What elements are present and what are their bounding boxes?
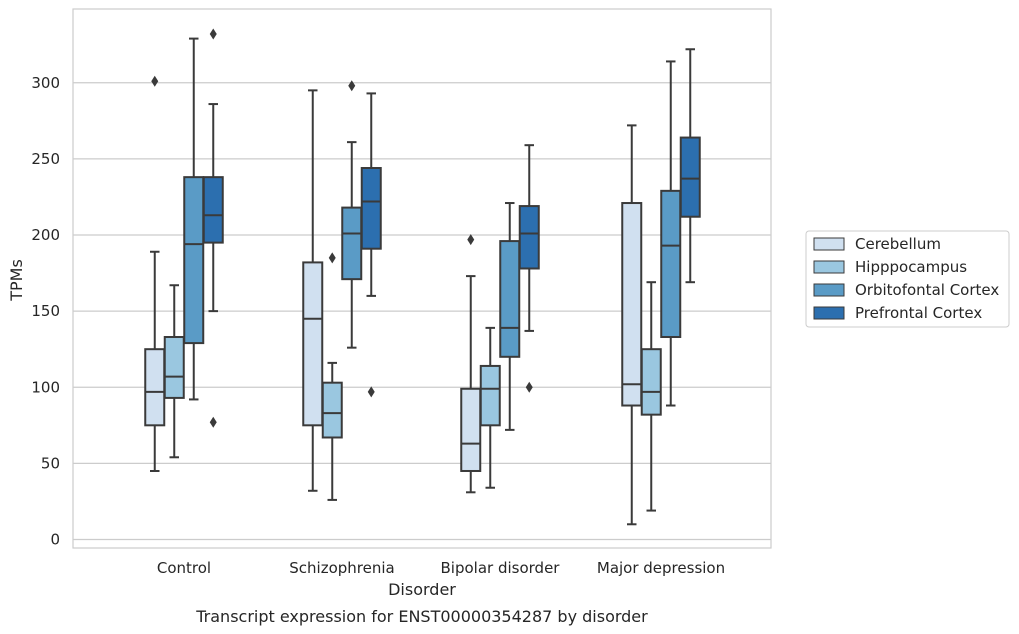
outlier-point <box>151 75 159 87</box>
iqr-box <box>640 348 662 416</box>
x-tick-label: Major depression <box>597 559 725 577</box>
box-hipppocampus <box>321 252 343 501</box>
y-tick-label: 250 <box>31 150 60 168</box>
iqr-box <box>499 240 521 358</box>
iqr-box <box>144 348 166 427</box>
y-tick-label: 300 <box>31 74 60 92</box>
y-tick-label: 150 <box>31 302 60 320</box>
figure-caption: Transcript expression for ENST0000035428… <box>195 607 648 626</box>
legend-swatch <box>813 283 845 297</box>
x-axis-label: Disorder <box>388 580 456 599</box>
box-orbitofontal-cortex <box>660 60 682 407</box>
outlier-point <box>467 234 475 246</box>
box-prefrontal-cortex <box>518 144 540 393</box>
outlier-point <box>525 381 533 393</box>
iqr-box <box>341 206 363 281</box>
box-orbitofontal-cortex <box>499 202 521 431</box>
box-hipppocampus <box>163 284 185 459</box>
iqr-box <box>679 136 701 218</box>
legend-frame <box>805 230 1010 328</box>
box-hipppocampus <box>479 326 501 489</box>
iqr-box <box>183 176 205 345</box>
iqr-box <box>302 261 324 427</box>
legend-item: Orbitofontal Cortex <box>813 281 999 299</box>
box-prefrontal-cortex <box>202 28 224 428</box>
legend-item: Hipppocampus <box>813 258 967 276</box>
box-cerebellum <box>302 89 324 492</box>
x-tick-label: Schizophrenia <box>289 559 394 577</box>
box-cerebellum <box>621 124 643 526</box>
box-prefrontal-cortex <box>679 48 701 284</box>
legend-swatch <box>813 237 845 251</box>
outlier-point <box>328 252 336 264</box>
outlier-point <box>209 28 217 40</box>
iqr-box <box>321 381 343 439</box>
y-axis-ticks: 0 50 100 150 200 250 300 <box>31 74 60 549</box>
y-tick-label: 100 <box>31 378 60 396</box>
legend: Cerebellum Hipppocampus Orbitofontal Corte… <box>805 230 1010 328</box>
box-orbitofontal-cortex <box>183 37 205 401</box>
legend-label: Cerebellum <box>855 235 941 253</box>
iqr-box <box>518 205 540 270</box>
boxes-layer <box>144 28 701 526</box>
outlier-point <box>209 416 217 428</box>
y-tick-label: 200 <box>31 226 60 244</box>
legend-item: Cerebellum <box>813 235 941 253</box>
iqr-box <box>360 167 382 250</box>
x-axis-ticks: Control Schizophrenia Bipolar disorder Majo… <box>157 559 725 577</box>
box-cerebellum <box>460 234 482 494</box>
iqr-box <box>621 202 643 407</box>
box-prefrontal-cortex <box>360 92 382 398</box>
y-tick-label: 50 <box>41 454 60 472</box>
box-hipppocampus <box>640 281 662 512</box>
iqr-box <box>479 364 501 427</box>
y-axis-label: TPMs <box>7 259 26 302</box>
outlier-point <box>367 386 375 398</box>
outlier-point <box>348 80 356 92</box>
legend-swatch <box>813 260 845 274</box>
iqr-box <box>163 336 185 399</box>
legend-swatch <box>813 306 845 320</box>
legend-item: Prefrontal Cortex <box>813 304 982 322</box>
x-tick-label: Control <box>157 559 211 577</box>
legend-label: Hipppocampus <box>855 258 967 276</box>
y-tick-label: 0 <box>50 531 60 549</box>
iqr-box <box>202 176 224 244</box>
legend-label: Prefrontal Cortex <box>855 304 982 322</box>
iqr-box <box>460 387 482 472</box>
iqr-box <box>660 189 682 339</box>
x-tick-label: Bipolar disorder <box>441 559 561 577</box>
legend-label: Orbitofontal Cortex <box>855 281 999 299</box>
